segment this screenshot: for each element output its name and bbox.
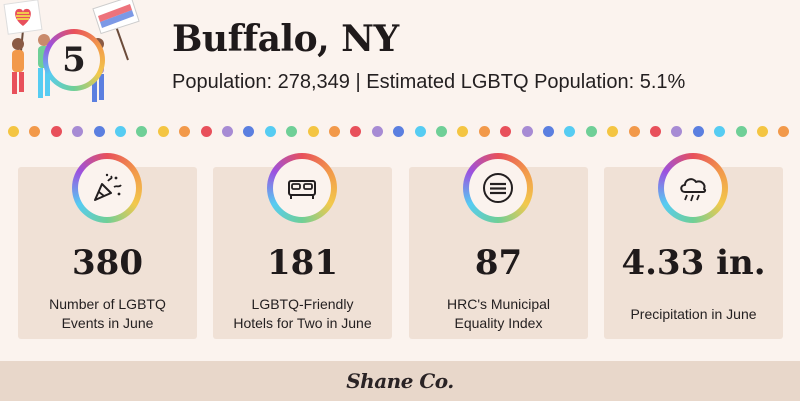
divider-dot [414,126,426,137]
stat-card-hotels: 181 LGBTQ-Friendly Hotels for Two in Jun… [213,153,392,339]
divider-dot [757,126,768,137]
equal-sign-icon [483,173,513,203]
divider-dot [29,126,41,137]
rank-number: 5 [48,34,100,86]
divider-dot [521,126,533,137]
divider-dot [436,126,447,137]
divider-dot [393,126,405,137]
stat-label: LGBTQ-Friendly Hotels for Two in June [233,296,372,331]
divider-dot [264,126,276,137]
divider-dot [8,126,19,137]
divider-dot [714,126,726,137]
stat-icon-ring [658,153,728,223]
divider-dot [329,126,340,137]
population-line: Population: 278,349 | Estimated LGBTQ Po… [172,71,686,93]
stat-label: Number of LGBTQ Events in June [49,296,166,331]
divider-dot [650,126,661,137]
divider-dot [157,126,169,137]
rain-cloud-icon [680,178,707,202]
divider-dot [628,126,640,137]
bed-icon [288,180,316,199]
stat-icon-ring [267,153,337,223]
divider-dot [179,126,191,137]
stat-card-precipitation: 4.33 in. Precipitation in June [604,153,783,339]
stat-label: Precipitation in June [630,306,757,322]
stat-value: 181 [267,243,338,283]
divider-dot [136,126,148,137]
divider-dot [692,126,704,137]
stat-label: HRC's Municipal Equality Index [446,296,551,331]
divider-dot [585,126,597,137]
rank-badge: 5 [43,29,105,91]
divider-dot [286,126,298,137]
divider-dot [72,126,84,137]
divider-dot [543,126,554,137]
divider-dot [500,126,512,137]
divider-dot [50,126,62,137]
divider-dot [478,126,490,137]
divider-dot [371,126,383,137]
city-title: Buffalo, NY [172,18,399,60]
divider-dot [778,126,790,137]
party-popper-icon [94,173,122,201]
divider-dot [564,126,576,137]
divider-dot [93,126,105,137]
footer-bar: Shane Co. [0,361,800,401]
divider-dot [457,126,469,137]
divider-dot [115,126,126,137]
divider-dot [200,126,212,137]
stat-icon-ring [72,153,142,223]
stat-value: 380 [72,243,143,283]
divider-dot [307,126,319,137]
stat-value: 4.33 in. [621,243,766,283]
divider-dot [671,126,683,137]
stat-card-events: 380 Number of LGBTQ Events in June [18,153,197,339]
stat-card-equality-index: 87 HRC's Municipal Equality Index [409,153,588,339]
rainbow-dot-divider [8,126,800,138]
divider-dot [735,126,747,137]
divider-dot [243,126,255,137]
shane-co-logo[interactable]: Shane Co. [346,369,454,393]
divider-dot [350,126,362,137]
divider-dot [222,126,233,137]
divider-dot [607,126,619,137]
stat-value: 87 [474,243,523,283]
stat-icon-ring [463,153,533,223]
